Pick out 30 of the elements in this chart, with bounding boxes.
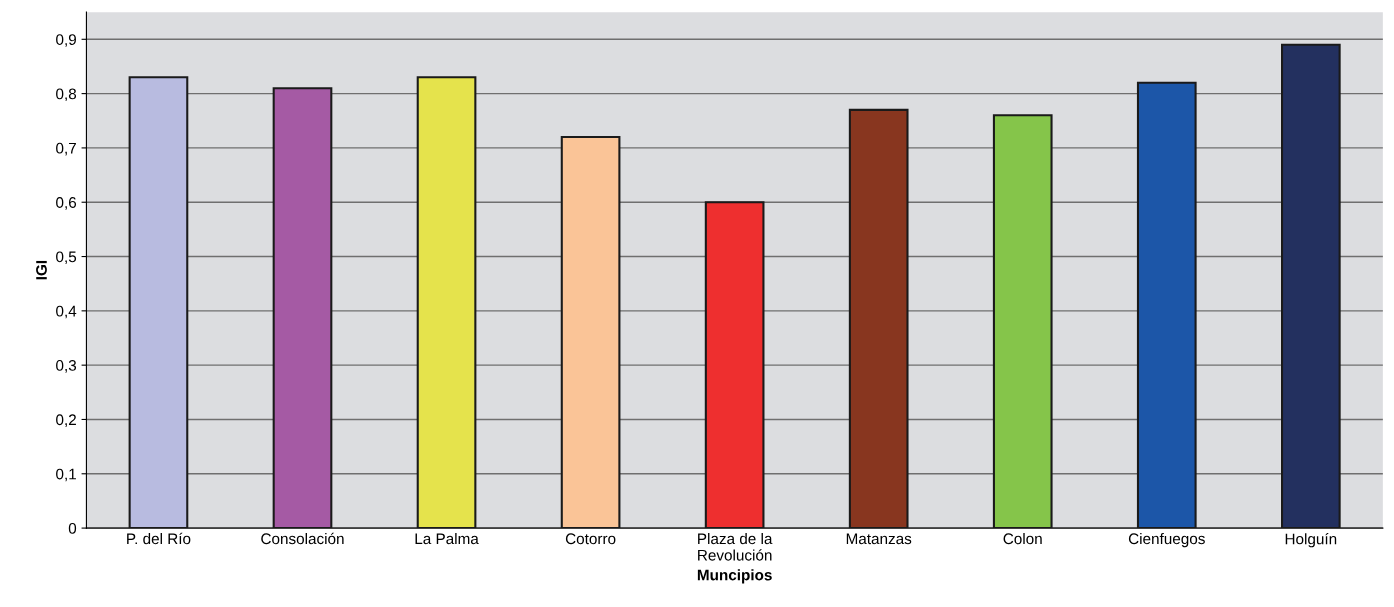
x-tick-label: La Palma bbox=[415, 532, 479, 545]
x-tick-label: P. del Río bbox=[127, 532, 191, 545]
x-axis-title: Muncipios bbox=[697, 569, 772, 584]
bar bbox=[992, 114, 1053, 529]
x-tick-label: Consolación bbox=[261, 532, 344, 545]
x-tick-label: Cotorro bbox=[565, 533, 616, 545]
y-tick-label: 0,8 bbox=[56, 88, 77, 102]
y-tick-label: 0,6 bbox=[56, 197, 77, 210]
y-tick-label: 0,3 bbox=[56, 360, 77, 373]
bar bbox=[416, 76, 477, 529]
x-tick-label: Colon bbox=[1003, 532, 1042, 545]
y-tick-label: 0,2 bbox=[56, 414, 76, 427]
x-tick-label: Cienfuegos bbox=[1128, 532, 1205, 548]
bar bbox=[704, 201, 765, 529]
y-tick-label: 0,7 bbox=[56, 142, 76, 156]
x-tick-label: Holguín bbox=[1285, 532, 1337, 548]
bar bbox=[1136, 81, 1197, 529]
y-tick-label: 0 bbox=[68, 522, 77, 534]
bar bbox=[1280, 43, 1341, 529]
y-tick-label: 0,9 bbox=[56, 34, 76, 47]
x-tick-label: Matanzas bbox=[846, 533, 912, 545]
x-tick-label: Plaza de la Revolución bbox=[698, 532, 773, 561]
bar bbox=[560, 136, 621, 529]
y-tick-label: 0,5 bbox=[56, 251, 77, 265]
bar bbox=[848, 108, 909, 529]
y-tick-label: 0,4 bbox=[56, 305, 77, 319]
bar bbox=[272, 87, 333, 529]
bar bbox=[128, 76, 189, 529]
y-axis-title: IGI bbox=[36, 260, 47, 280]
y-tick-label: 0,1 bbox=[56, 468, 76, 482]
